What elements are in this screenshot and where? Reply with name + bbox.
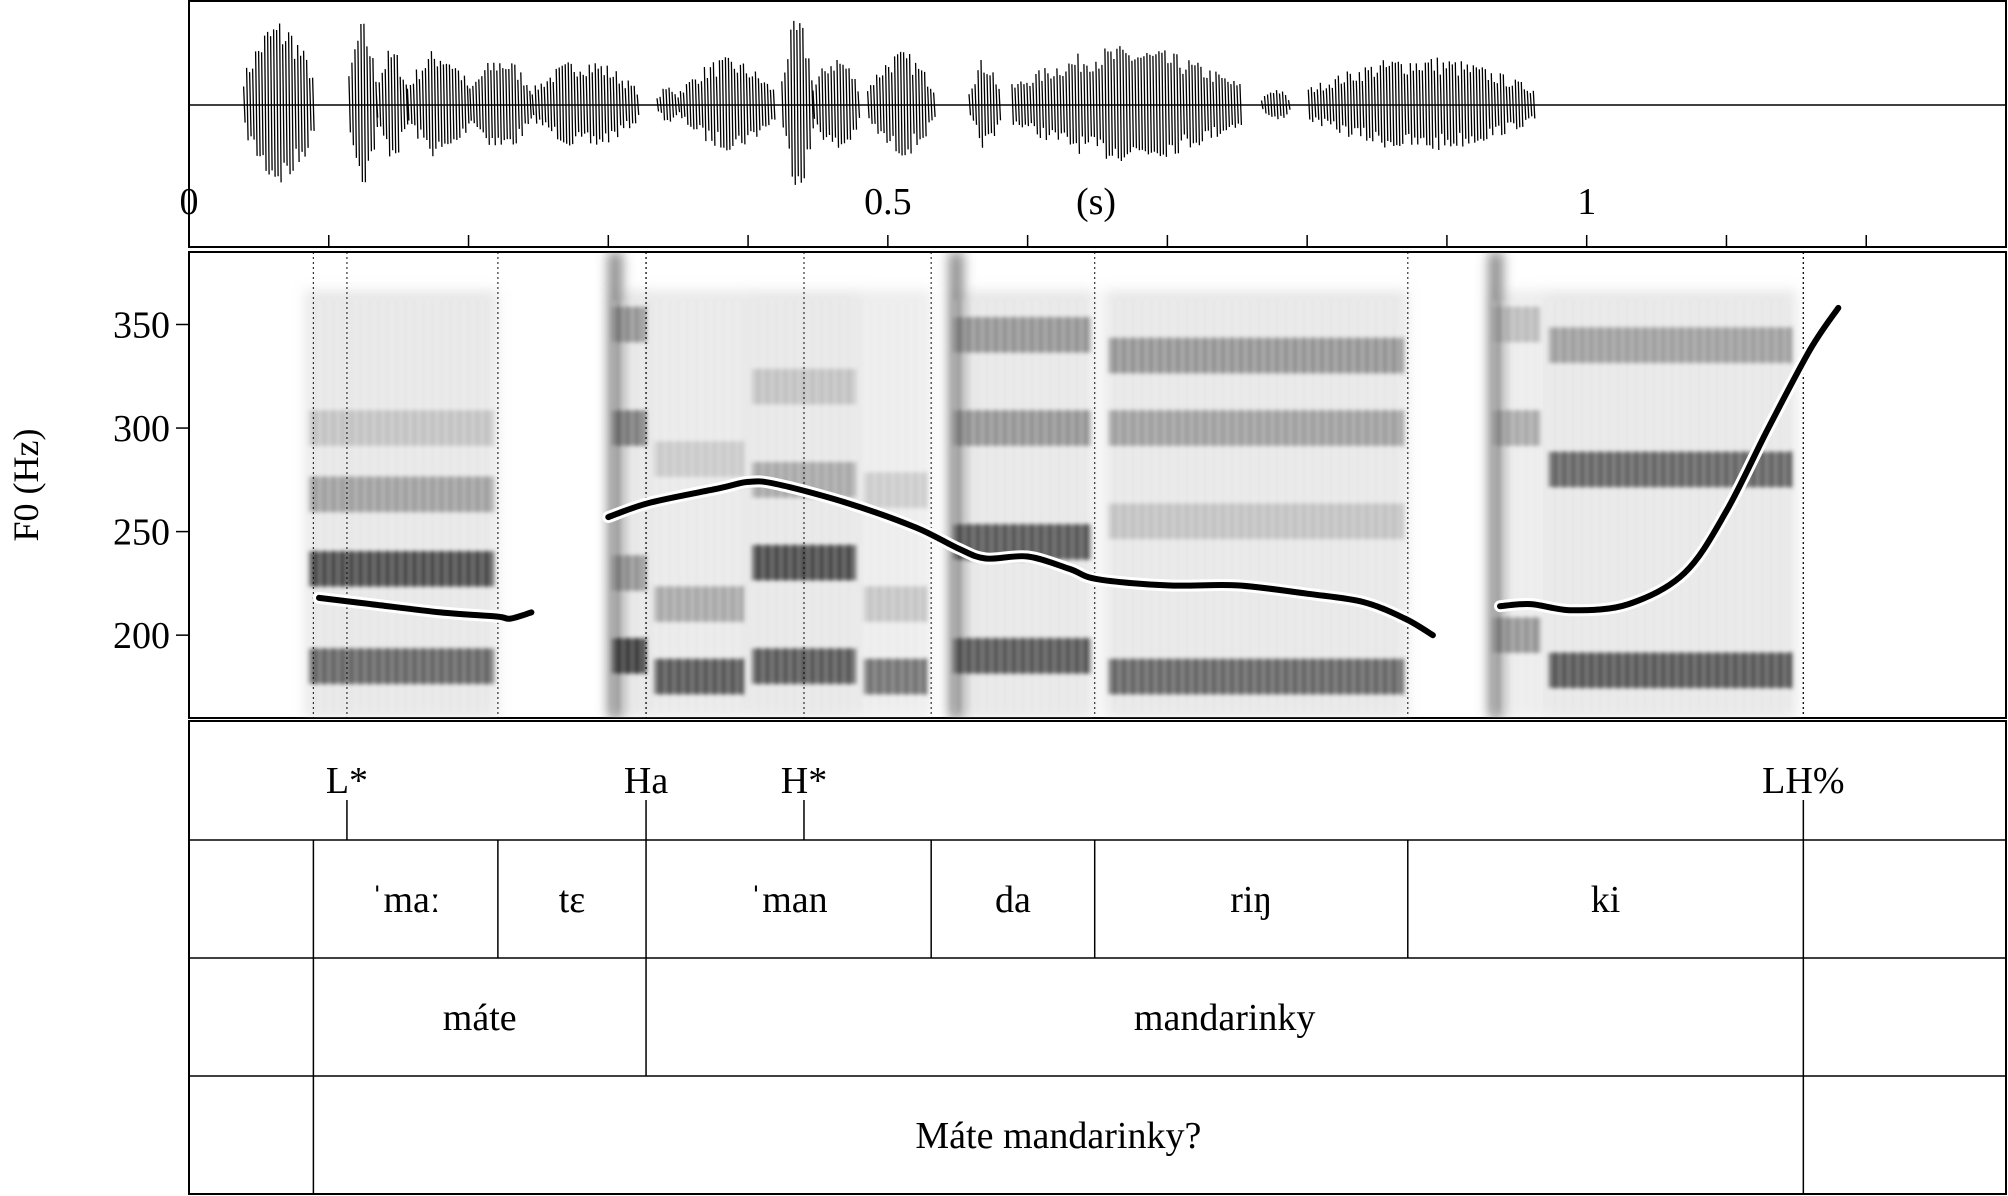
f0-contour-segment	[316, 594, 535, 622]
utterance-tier: Máte mandarinky?	[312, 1076, 1805, 1194]
interval-label: ˈmaː	[371, 879, 441, 921]
word-tier: máte mandarinky	[312, 958, 1805, 1076]
f0-tick-label: 300	[113, 408, 170, 450]
interval-label: Máte mandarinky?	[915, 1115, 1201, 1157]
time-tick-label: 1	[1577, 181, 1596, 223]
f0-tick-label: 200	[113, 615, 170, 657]
tone-label: Ha	[624, 760, 668, 802]
f0-axis: F0 (Hz) 350 300 250 200	[6, 304, 189, 657]
f0-tick-label: 250	[113, 512, 170, 554]
waveform	[242, 20, 1536, 185]
f0-contour-segment	[1497, 304, 1842, 614]
interval-label: máte	[443, 997, 517, 1039]
tone-label: L*	[326, 760, 368, 802]
interval-label: mandarinky	[1134, 997, 1316, 1039]
interval-label: ˈman	[750, 879, 828, 921]
f0-contour-segment	[605, 478, 1436, 639]
interval-label: ki	[1591, 879, 1621, 921]
y-axis-label: F0 (Hz)	[6, 429, 46, 542]
tone-tier: L* Ha H* LH%	[326, 760, 1844, 840]
tone-label: LH%	[1762, 760, 1844, 802]
spectrogram	[305, 252, 1845, 718]
tone-label: H*	[781, 760, 827, 802]
syllable-tier: ˈmaː tɛ ˈman da riŋ ki	[312, 840, 1805, 958]
time-axis: 0 0.5 1 (s)	[180, 181, 2007, 247]
interval-label: riŋ	[1230, 879, 1272, 921]
interval-label: tɛ	[559, 879, 586, 921]
f0-tick-label: 350	[113, 304, 170, 346]
f0-contour	[313, 301, 1845, 642]
time-tick-label: 0	[180, 181, 199, 223]
time-tick-label: 0.5	[864, 181, 912, 223]
interval-label: da	[995, 879, 1031, 921]
time-unit-label: (s)	[1076, 181, 1116, 223]
